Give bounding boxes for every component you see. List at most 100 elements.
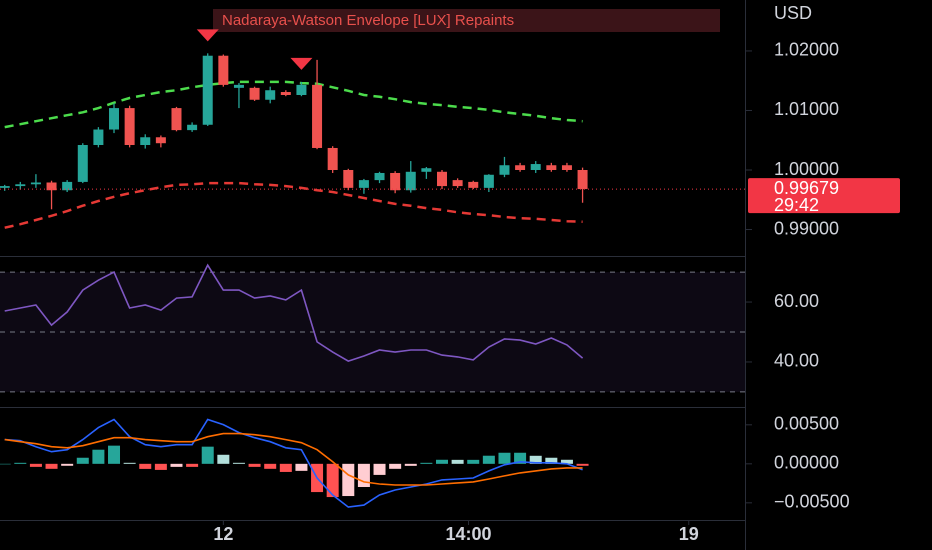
y-tick-label: 0.00500 [774, 414, 839, 434]
candle-body [530, 164, 541, 170]
candle-body [171, 108, 182, 131]
y-tick-label: 0.00000 [774, 453, 839, 473]
histogram-bar [123, 462, 136, 464]
histogram-bar [14, 462, 27, 464]
histogram-bar [154, 463, 167, 470]
candle-body [218, 55, 229, 85]
rsi-line [4, 263, 584, 362]
histogram-bar [529, 455, 542, 464]
candle-body [437, 171, 448, 187]
candle-body [546, 165, 557, 170]
last-price-box [748, 178, 900, 214]
candle-body [468, 181, 479, 188]
histogram-bar [576, 463, 589, 466]
currency: USD [774, 3, 812, 23]
candle-body [30, 182, 41, 185]
indicator-title: Nadaraya-Watson Envelope [LUX] Repaints [222, 12, 514, 29]
sell-signal [196, 29, 219, 42]
histogram-bar [61, 463, 74, 466]
y-tick-label: 1.01000 [774, 99, 839, 119]
histogram-bar [76, 457, 89, 464]
histogram-bar [92, 449, 105, 464]
countdown-label: 29:42 [774, 195, 819, 215]
y-tick-label: 40.00 [774, 351, 819, 371]
histogram-bar [451, 459, 464, 464]
candle-body [46, 182, 57, 191]
histogram-bar [264, 463, 277, 469]
candle-body [140, 137, 151, 145]
histogram-bar [0, 463, 11, 465]
candle-body [62, 181, 73, 191]
indicator-title-box [213, 9, 720, 32]
histogram-bar [467, 459, 480, 464]
candle-body [155, 137, 166, 144]
candle-body [312, 84, 323, 148]
candle-body [358, 180, 369, 188]
candle-body [483, 174, 494, 188]
candle-body [374, 172, 385, 181]
candle-body [421, 168, 432, 172]
histogram-bar [420, 462, 433, 464]
histogram-bar [389, 463, 402, 469]
histogram-bar [170, 463, 183, 467]
candle-body [15, 184, 26, 187]
candle-body [327, 147, 338, 170]
candle-body [390, 172, 401, 191]
envelope-line [4, 80, 583, 129]
y-tick-label: −0.00500 [774, 492, 850, 512]
sell-signal [290, 57, 313, 70]
histogram-bar [248, 463, 261, 467]
y-tick-label: 60.00 [774, 291, 819, 311]
candle-body [187, 124, 198, 131]
histogram-bar [373, 463, 386, 475]
y-tick-label: 1.02000 [774, 40, 839, 60]
candle-body [452, 180, 463, 187]
histogram-bar [295, 463, 308, 471]
histogram-bar [201, 446, 214, 464]
x-tick-label: 14:00 [446, 524, 492, 544]
x-tick-label: 19 [679, 524, 699, 544]
candle-body [202, 55, 213, 125]
histogram-bar [560, 459, 573, 464]
candle-body [93, 129, 104, 145]
histogram-bar [482, 455, 495, 464]
candle-body [0, 186, 10, 188]
histogram-bar [498, 452, 511, 464]
candle-body [124, 108, 135, 145]
candle-body [405, 171, 416, 191]
histogram-bar [326, 463, 339, 498]
y-tick-label: 0.99000 [774, 218, 839, 238]
histogram-bar [404, 463, 417, 466]
candle-body [109, 108, 120, 130]
y-tick-label: 1.00000 [774, 159, 839, 179]
histogram-bar [29, 463, 42, 467]
candle-body [296, 84, 307, 95]
histogram-bar [357, 463, 370, 487]
candle-body [577, 170, 588, 190]
candle-body [249, 87, 260, 100]
macd-line [4, 432, 583, 486]
candle-body [515, 165, 526, 170]
macd-line [4, 418, 583, 508]
histogram-bar [186, 463, 199, 467]
candle-body [265, 90, 276, 100]
histogram-bar [217, 454, 230, 464]
histogram-bar [139, 463, 152, 469]
histogram-bar [279, 463, 292, 472]
candle-body [561, 165, 572, 170]
histogram-bar [45, 463, 58, 469]
histogram-bar [232, 462, 245, 464]
histogram-bar [545, 457, 558, 464]
candle-body [343, 170, 354, 188]
candle-body [233, 84, 244, 88]
histogram-bar [514, 452, 527, 464]
candle-body [280, 92, 291, 95]
histogram-bar [436, 459, 449, 464]
x-tick-label: 12 [213, 524, 233, 544]
candle-body [499, 165, 510, 175]
histogram-bar [108, 445, 121, 464]
histogram-bar [342, 463, 355, 497]
